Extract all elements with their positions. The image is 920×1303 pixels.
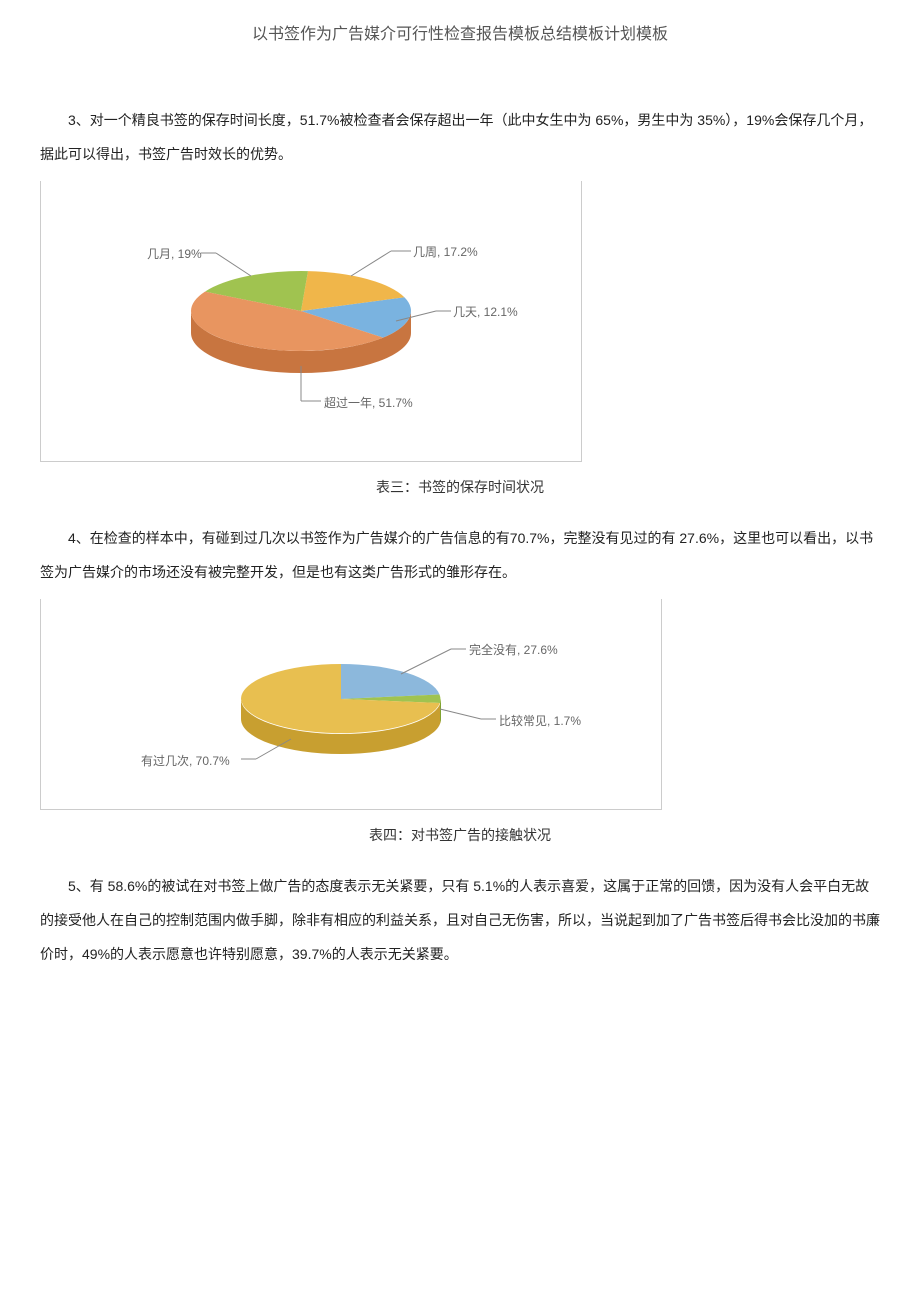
chart2-label-bottom-left: 有过几次, 70.7% [141,752,230,769]
pie-chart-2 [41,599,661,789]
chart1-label-mid-left: 几月, 19% [147,245,202,262]
chart1-label-top-right: 几周, 17.2% [413,243,478,260]
chart2-label-top-right: 完全没有, 27.6% [469,641,558,658]
chart-2-container: 完全没有, 27.6% 比较常见, 1.7% 有过几次, 70.7% [40,599,662,810]
chart-1-container: 几周, 17.2% 几月, 19% 几天, 12.1% 超过一年, 51.7% [40,181,582,462]
pie-chart-1 [41,181,581,421]
caption-2: 表四：对书签广告的接触状况 [40,825,880,845]
chart2-label-mid-right: 比较常见, 1.7% [499,712,581,729]
chart1-label-mid-right: 几天, 12.1% [453,303,518,320]
paragraph-3: 3、对一个精良书签的保存时间长度，51.7%被检查者会保存超出一年（此中女生中为… [40,104,880,171]
page-header: 以书签作为广告媒介可行性检查报告模板总结模板计划模板 [40,20,880,44]
chart1-label-bottom: 超过一年, 51.7% [324,394,413,411]
paragraph-5: 5、有 58.6%的被试在对书签上做广告的态度表示无关紧要，只有 5.1%的人表… [40,870,880,971]
caption-1: 表三：书签的保存时间状况 [40,477,880,497]
paragraph-4: 4、在检查的样本中，有碰到过几次以书签作为广告媒介的广告信息的有70.7%，完整… [40,522,880,589]
